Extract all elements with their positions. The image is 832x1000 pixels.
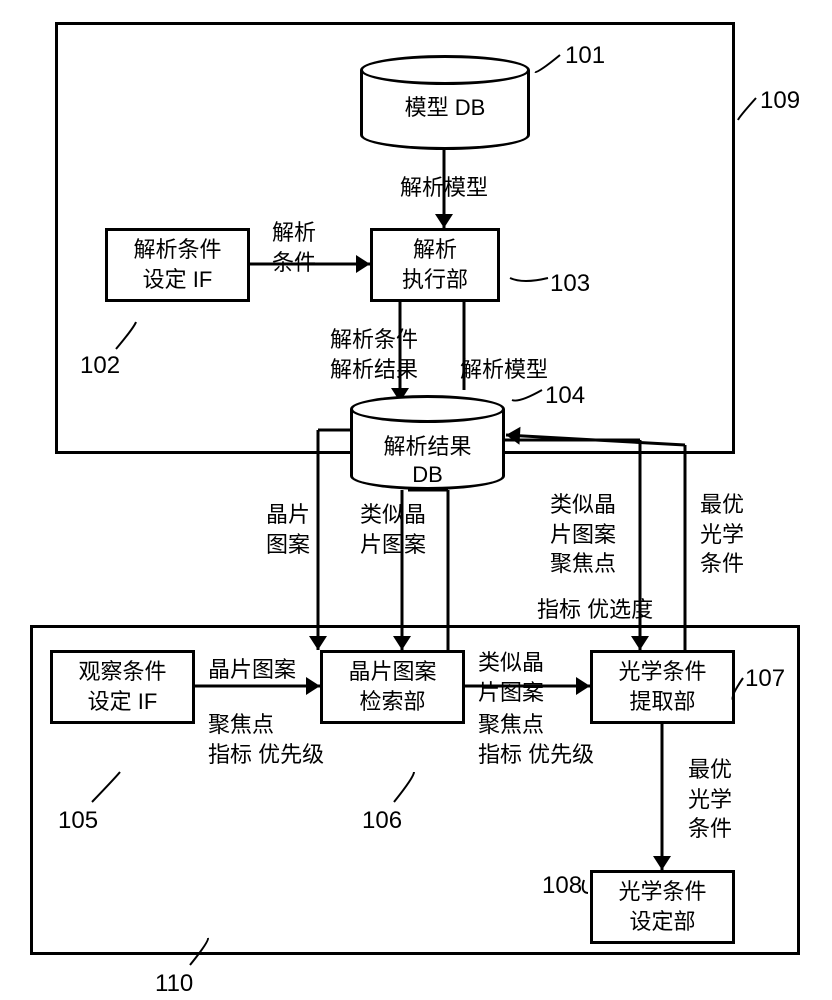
box-optical-extract: 光学条件 提取部 [590, 650, 735, 724]
box-label: 光学条件 设定部 [618, 877, 706, 936]
edge-label: 晶片 图案 [266, 500, 310, 559]
box-label: 光学条件 提取部 [618, 657, 706, 716]
ref-104: 104 [545, 380, 585, 412]
ref-103: 103 [550, 268, 590, 300]
box-label: 晶片图案 检索部 [348, 657, 436, 716]
edge-label: 类似晶 片图案 [478, 648, 544, 707]
edge-label: 解析 条件 [272, 218, 316, 277]
ref-109: 109 [760, 85, 800, 117]
cylinder-result-db: 解析结果 DB [350, 395, 505, 490]
edge-label: 解析模型 [460, 355, 548, 385]
edge-label: 指标 优选度 [537, 595, 653, 625]
ref-110: 110 [155, 968, 193, 1000]
edge-label: 最优 光学 条件 [688, 755, 732, 844]
edge-label: 聚焦点 指标 优先级 [208, 710, 324, 769]
ref-102: 102 [80, 350, 120, 382]
box-label: 观察条件 设定 IF [78, 657, 166, 716]
edge-label: 解析条件 解析结果 [330, 325, 418, 384]
box-observe-cond-if: 观察条件 设定 IF [50, 650, 195, 724]
cylinder-label: 模型 DB [360, 94, 530, 123]
edge-label: 解析模型 [400, 173, 488, 203]
ref-101: 101 [565, 40, 605, 72]
edge-label: 类似晶 片图案 [360, 500, 426, 559]
edge-label: 类似晶 片图案 聚焦点 [550, 490, 616, 579]
diagram-stage: 模型 DB 解析结果 DB 解析条件 设定 IF 解析 执行部 观察条件 设定 … [0, 0, 832, 1000]
cylinder-model-db: 模型 DB [360, 55, 530, 150]
box-wafer-search: 晶片图案 检索部 [320, 650, 465, 724]
ref-105: 105 [58, 805, 98, 837]
box-label: 解析 执行部 [402, 235, 468, 294]
edge-label: 聚焦点 指标 优先级 [478, 710, 594, 769]
edge-label: 最优 光学 条件 [700, 490, 744, 579]
ref-107: 107 [745, 663, 785, 695]
box-optical-set: 光学条件 设定部 [590, 870, 735, 944]
cylinder-label: 解析结果 DB [350, 433, 505, 490]
ref-108: 108 [542, 870, 582, 902]
ref-106: 106 [362, 805, 402, 837]
box-label: 解析条件 设定 IF [133, 235, 221, 294]
box-analysis-cond-if: 解析条件 设定 IF [105, 228, 250, 302]
edge-label: 晶片图案 [208, 655, 296, 685]
box-analysis-exec: 解析 执行部 [370, 228, 500, 302]
